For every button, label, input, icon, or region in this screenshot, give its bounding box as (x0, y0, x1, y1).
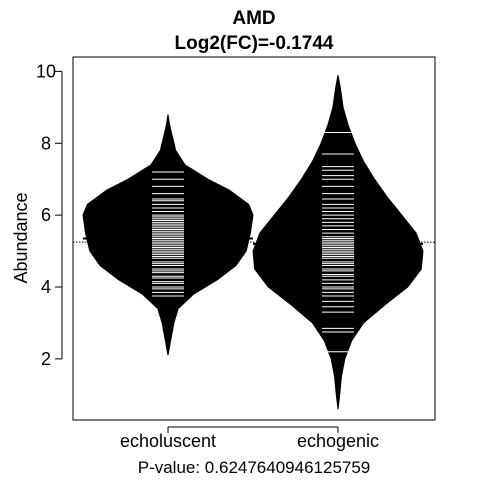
plot-frame (72, 56, 436, 421)
y-axis: 2 4 6 8 10 (36, 61, 63, 369)
y-tick-label: 6 (41, 205, 51, 225)
y-tick-label: 8 (41, 133, 51, 153)
p-value-label: P-value: 0.6247640946125759 (138, 458, 371, 477)
chart-title: AMD (232, 8, 275, 29)
beans-layer (73, 74, 435, 410)
chart-subtitle: Log2(FC)=-0.1744 (175, 33, 334, 54)
x-tick-label: echoluscent (120, 431, 216, 451)
y-tick-label: 4 (41, 277, 51, 297)
x-axis: echoluscent echogenic (120, 426, 379, 451)
x-tick-label: echogenic (297, 431, 379, 451)
y-tick-label: 10 (36, 61, 56, 81)
y-axis-label: Abundance (11, 192, 31, 283)
y-tick-label: 2 (41, 349, 51, 369)
